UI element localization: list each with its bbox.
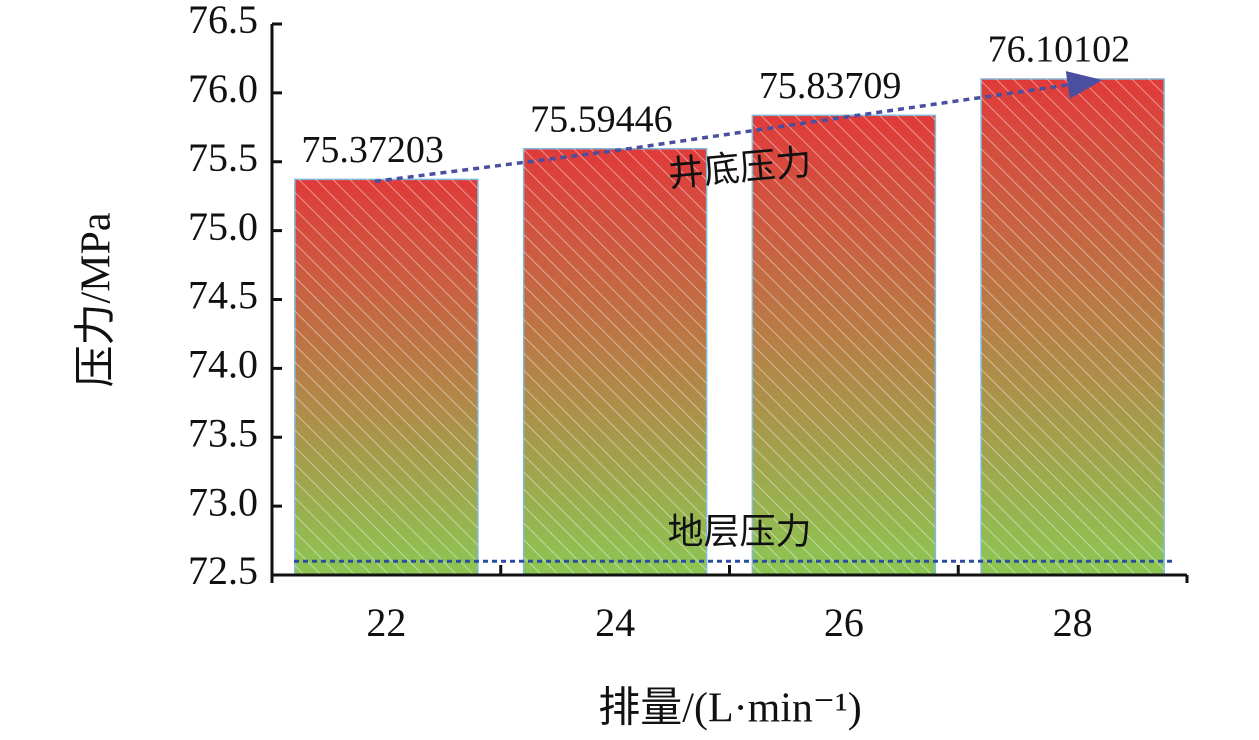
- x-tick-label: 24: [595, 600, 635, 645]
- y-tick-label: 73.5: [188, 410, 258, 455]
- bar-hatch: [294, 179, 478, 575]
- x-axis-label: 排量/(L·min⁻¹): [598, 686, 861, 732]
- x-tick-label: 26: [824, 600, 864, 645]
- reference-label: 地层压力: [667, 511, 811, 551]
- y-tick-label: 72.5: [188, 548, 258, 593]
- bar-hatch: [523, 148, 707, 575]
- data-label: 75.83709: [759, 65, 902, 107]
- trend-line: [374, 71, 1103, 184]
- y-tick-label: 76.0: [188, 66, 258, 111]
- bar-hatch: [981, 78, 1165, 575]
- bar-hatch: [752, 115, 936, 575]
- y-tick-label: 75.0: [188, 204, 258, 249]
- x-tick-label: 22: [366, 600, 406, 645]
- data-label: 76.10102: [988, 29, 1131, 71]
- y-tick-label: 74.5: [188, 273, 258, 318]
- y-tick-label: 75.5: [188, 135, 258, 180]
- x-tick-label: 28: [1053, 600, 1093, 645]
- y-tick-label: 73.0: [188, 479, 258, 524]
- data-label: 75.37203: [301, 129, 444, 171]
- y-tick-label: 76.5: [188, 0, 258, 42]
- data-label: 75.59446: [530, 98, 673, 140]
- y-axis-label: 压力/MPa: [74, 212, 120, 387]
- y-tick-label: 74.0: [188, 342, 258, 387]
